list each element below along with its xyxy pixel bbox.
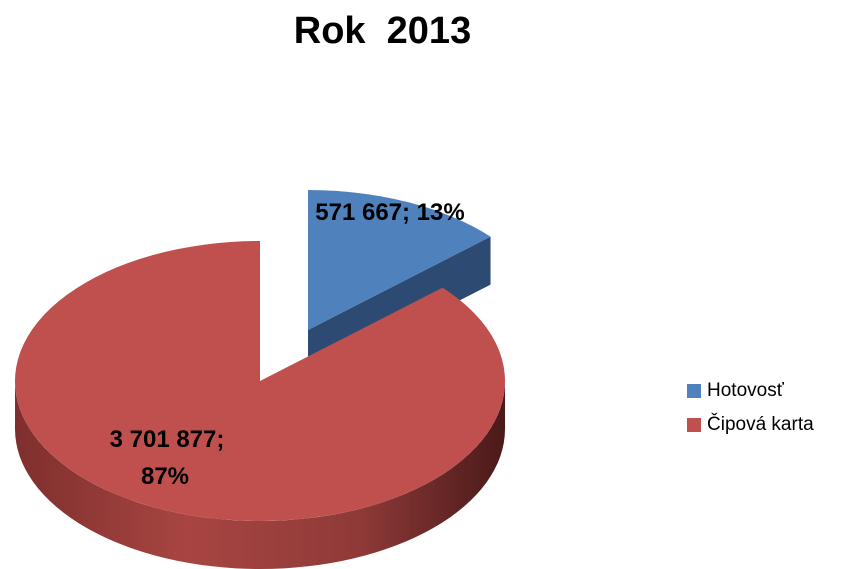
legend-label-cipova-karta: Čipová karta	[707, 414, 814, 435]
legend-swatch-hotovost	[687, 384, 701, 398]
data-label-cipova-karta-value: 3 701 877;	[110, 426, 225, 453]
legend-label-hotovost: Hotovosť	[707, 380, 784, 401]
legend-swatch-cipova-karta	[687, 418, 701, 432]
data-label-hotovost: 571 667; 13%	[315, 199, 464, 226]
data-label-cipova-karta-percent: 87%	[141, 463, 189, 490]
legend: Hotovosť Čipová karta	[687, 374, 814, 442]
chart-title: Rok 2013	[293, 10, 472, 52]
pie-slice-hotovost	[308, 190, 491, 330]
legend-item-hotovost: Hotovosť	[687, 374, 814, 408]
pie-slice-side-cipova-karta	[15, 381, 505, 569]
pie-slice-cipova-karta	[14, 241, 506, 522]
legend-item-cipova-karta: Čipová karta	[687, 408, 814, 442]
